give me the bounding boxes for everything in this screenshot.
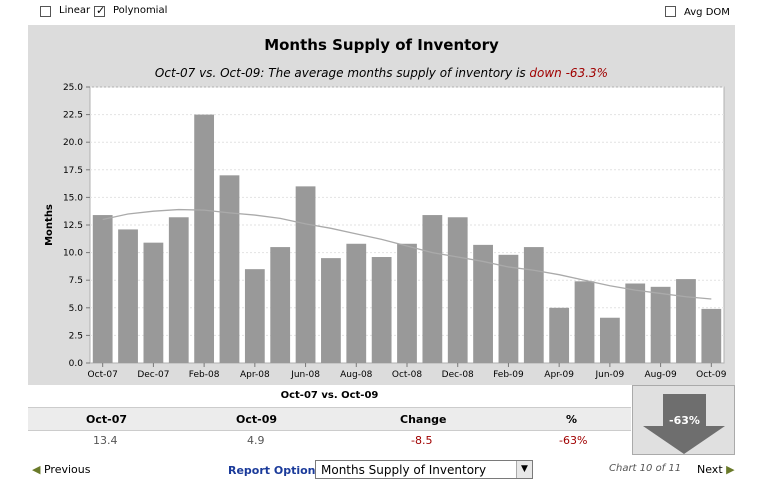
bar xyxy=(447,217,468,363)
summary-col-start: Oct-07 xyxy=(86,413,128,426)
x-tick-label: Oct-07 xyxy=(88,370,118,380)
bar xyxy=(574,281,595,363)
subtitle-text: Oct-07 vs. Oct-09: The average months su… xyxy=(154,66,530,80)
report-options-link[interactable]: Report Options xyxy=(228,464,323,477)
change-badge-label: -63% xyxy=(669,414,700,427)
bar xyxy=(270,247,291,363)
summary-start-value: 13.4 xyxy=(93,434,118,447)
bar xyxy=(397,243,417,363)
bar xyxy=(650,286,671,363)
x-tick-label: Aug-09 xyxy=(644,370,677,380)
bar xyxy=(194,114,215,363)
y-tick-label: 17.5 xyxy=(63,166,83,176)
bar xyxy=(473,244,493,363)
summary-heading: Oct-07 vs. Oct-09 xyxy=(28,385,631,407)
left-triangle-icon: ◀ xyxy=(32,463,41,476)
next-link[interactable]: Next ▶ xyxy=(697,463,735,476)
x-tick-label: Dec-08 xyxy=(442,370,474,380)
down-arrow-icon xyxy=(643,394,725,454)
x-tick-label: Apr-09 xyxy=(544,370,574,380)
summary-percent-value: -63% xyxy=(559,434,588,447)
bar xyxy=(219,175,240,363)
bar xyxy=(295,186,316,363)
y-tick-label: 25.0 xyxy=(63,83,83,93)
x-tick-label: Apr-08 xyxy=(240,370,270,380)
next-label: Next xyxy=(697,463,723,476)
report-select[interactable]: Months Supply of Inventory ▼ xyxy=(315,460,533,479)
y-tick-label: 22.5 xyxy=(63,111,83,121)
bar xyxy=(422,215,443,363)
summary-col-percent: % xyxy=(566,413,578,426)
chart-toggle-bar: Linear ✓ Polynomial Avg DOM xyxy=(0,0,771,24)
y-tick-label: 0.0 xyxy=(69,359,84,369)
bar xyxy=(676,279,696,363)
y-tick-label: 12.5 xyxy=(63,221,83,231)
x-tick-label: Oct-09 xyxy=(696,370,727,380)
y-tick-label: 20.0 xyxy=(63,138,83,148)
summary-col-end: Oct-09 xyxy=(236,413,278,426)
x-tick-label: Dec-07 xyxy=(137,370,169,380)
bar xyxy=(498,254,519,363)
x-tick-label: Oct-08 xyxy=(392,370,423,380)
bar xyxy=(599,317,620,363)
x-tick-label: Aug-08 xyxy=(340,370,373,380)
polynomial-checkbox[interactable]: ✓ xyxy=(94,4,106,17)
bar xyxy=(244,269,265,363)
summary-column-headers: Oct-07 Oct-09 Change % xyxy=(28,407,631,431)
subtitle-change: down -63.3% xyxy=(529,66,609,80)
polynomial-label: Polynomial xyxy=(113,5,168,16)
linear-label: Linear xyxy=(59,5,91,16)
bar xyxy=(549,307,570,363)
bar xyxy=(321,258,341,363)
bar xyxy=(168,217,189,363)
linear-checkbox[interactable] xyxy=(40,6,51,17)
bar xyxy=(346,243,367,363)
bar xyxy=(92,215,113,363)
summary-end-value: 4.9 xyxy=(247,434,265,447)
y-axis-label: Months xyxy=(44,204,55,246)
chart-title: Months Supply of Inventory xyxy=(264,36,499,54)
y-tick-label: 10.0 xyxy=(63,249,83,259)
x-tick-label: Jun-08 xyxy=(290,370,320,380)
bar xyxy=(371,257,392,363)
chart-panel: Months Supply of Inventory Oct-07 vs. Oc… xyxy=(28,25,735,385)
x-tick-label: Jun-09 xyxy=(594,370,624,380)
x-tick-label: Feb-08 xyxy=(189,370,220,380)
report-select-value: Months Supply of Inventory xyxy=(321,463,487,477)
y-tick-label: 5.0 xyxy=(69,304,84,314)
y-tick-label: 2.5 xyxy=(69,331,83,341)
bar xyxy=(143,242,164,363)
bar xyxy=(625,283,646,363)
avg-dom-checkbox[interactable] xyxy=(665,6,676,17)
change-arrow-panel: -63% xyxy=(632,385,735,455)
footer-nav: ◀ Previous Report Options Months Supply … xyxy=(0,458,771,489)
y-tick-label: 7.5 xyxy=(69,276,83,286)
x-tick-label: Feb-09 xyxy=(493,370,524,380)
right-triangle-icon: ▶ xyxy=(726,463,735,476)
avg-dom-label: Avg DOM xyxy=(684,7,730,18)
bar xyxy=(118,229,138,363)
trend-line xyxy=(102,208,712,300)
previous-label: Previous xyxy=(43,463,91,476)
y-tick-label: 15.0 xyxy=(63,193,83,203)
summary-col-change: Change xyxy=(400,413,447,426)
summary-change-value: -8.5 xyxy=(411,434,433,447)
summary-table: Oct-07 vs. Oct-09 Oct-07 Oct-09 Change %… xyxy=(28,385,631,455)
bar xyxy=(523,247,544,363)
chart-subtitle: Oct-07 vs. Oct-09: The average months su… xyxy=(28,66,735,80)
summary-values-row: 13.4 4.9 -8.5 -63% xyxy=(28,431,631,453)
previous-link[interactable]: ◀ Previous xyxy=(32,463,90,476)
months-supply-chart: 0.0 2.5 5.0 7.5 10.0 12.5 15.0 17.5 20.0 22.5 25.0… xyxy=(44,83,727,380)
bar xyxy=(701,308,722,363)
chart-count: Chart 10 of 11 xyxy=(609,463,682,474)
chevron-down-icon[interactable]: ▼ xyxy=(516,461,532,478)
